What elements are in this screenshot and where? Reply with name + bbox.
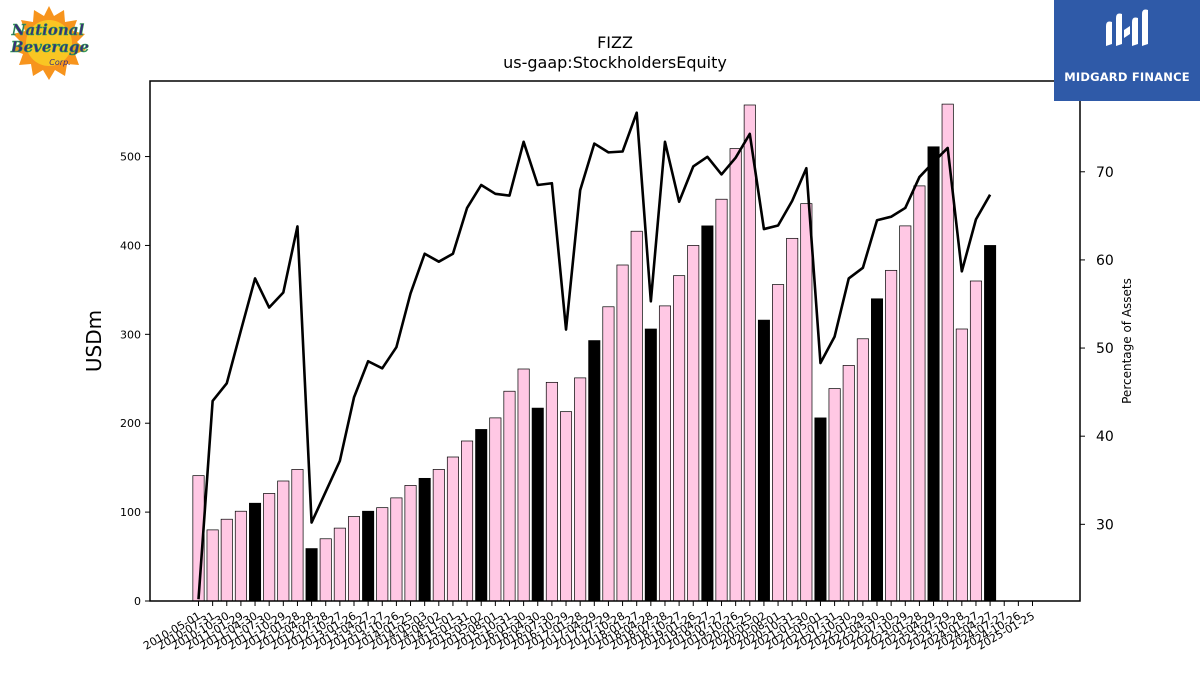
y-tick-label: 0 (134, 595, 141, 608)
bar (333, 527, 346, 602)
bar (489, 417, 502, 602)
y-tick-label: 100 (120, 506, 141, 519)
bar (687, 245, 700, 602)
bar (899, 225, 912, 602)
bar (955, 328, 968, 602)
y-axis-ticks: 0 100 200 300 400 500 (120, 151, 150, 608)
bar (658, 305, 671, 602)
brand-name: MIDGARD FINANCE (1064, 70, 1190, 84)
bar (220, 518, 233, 602)
bar (786, 237, 799, 602)
bar (574, 377, 587, 602)
plot-frame (149, 80, 1081, 602)
bar (673, 275, 686, 602)
bar (602, 306, 615, 602)
y-tick-label: 400 (120, 239, 141, 252)
bar (362, 510, 375, 602)
bar-series (192, 103, 997, 602)
bar (743, 104, 756, 602)
bar (757, 319, 770, 602)
bar (277, 480, 290, 602)
bar (715, 198, 728, 602)
bar (517, 368, 530, 602)
bar (885, 269, 898, 602)
bar (828, 388, 841, 602)
y-tick-label: 200 (120, 417, 141, 430)
line-series (197, 111, 992, 600)
bar (404, 485, 417, 602)
y2-tick-label: 60 (1096, 253, 1114, 269)
bar (461, 440, 474, 602)
bar (249, 502, 262, 602)
bar (432, 469, 445, 602)
chart-subtitle: us-gaap:StockholdersEquity (503, 53, 727, 72)
bar (234, 510, 247, 602)
bar (319, 538, 332, 602)
bar (503, 390, 516, 602)
national-beverage-logo: National Beverage Corp. (4, 4, 94, 80)
logo-text-3: Corp. (49, 58, 70, 67)
bar (644, 328, 657, 602)
midgard-finance-badge: MIDGARD FINANCE (1054, 0, 1200, 101)
y-axis-label: USDm (82, 310, 106, 372)
bar (376, 507, 389, 602)
y-tick-label: 300 (120, 328, 141, 341)
y2-axis-label: Percentage of Assets (1120, 278, 1134, 404)
bar (305, 548, 318, 602)
bar (984, 245, 997, 602)
bar (701, 225, 714, 602)
bar (729, 148, 742, 602)
y2-tick-label: 50 (1096, 341, 1114, 357)
bar (630, 230, 643, 602)
bar (206, 529, 219, 602)
bar (347, 516, 360, 602)
midgard-logo-icon (1106, 9, 1148, 46)
bar (263, 493, 276, 602)
bar (588, 340, 601, 602)
bar (927, 146, 940, 602)
bar (446, 456, 459, 602)
bar (856, 338, 869, 602)
y2-axis-ticks: 30 40 50 60 70 (1080, 165, 1114, 533)
bar (870, 298, 884, 602)
logo-text-1: National (11, 21, 85, 39)
bar (418, 477, 431, 602)
logo-text-2: Beverage (10, 38, 89, 56)
bar (814, 417, 827, 602)
chart-title: FIZZ (597, 33, 633, 52)
bar (560, 411, 573, 602)
bar (969, 280, 982, 602)
bar (291, 469, 304, 602)
bar (800, 203, 813, 602)
bar (616, 264, 629, 602)
bar (772, 284, 785, 602)
y-tick-label: 500 (120, 151, 141, 164)
bar (545, 381, 558, 602)
y2-tick-label: 30 (1096, 517, 1114, 533)
bar (913, 185, 926, 602)
line-path (197, 111, 992, 600)
y2-tick-label: 40 (1096, 429, 1114, 445)
x-axis-ticks: 2010-05-012010-07-312010-10-302011-01-29… (141, 601, 1037, 653)
bar (842, 365, 855, 602)
bar (475, 429, 488, 602)
y2-tick-label: 70 (1096, 165, 1114, 181)
bar (390, 497, 403, 602)
bar (531, 407, 544, 602)
